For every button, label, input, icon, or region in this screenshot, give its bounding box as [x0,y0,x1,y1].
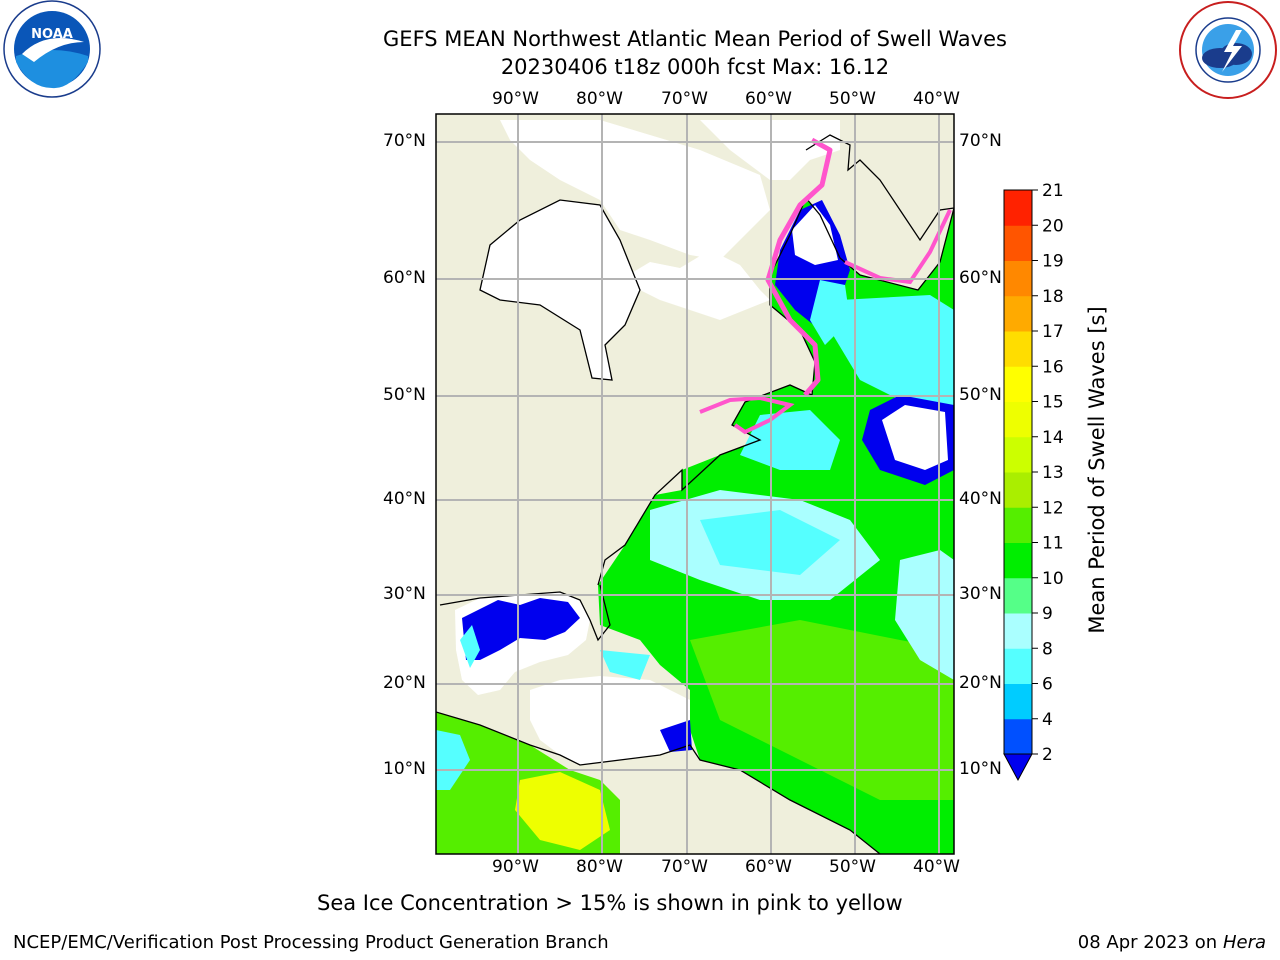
caribbean-sea [530,676,690,765]
colorbar-tick-label: 15 [1042,393,1064,413]
lon-label-bottom-70w: 70°W [661,857,708,877]
lat-label-right-30n: 30°N [959,584,1002,604]
coastline-central-america [436,711,881,854]
lat-label-left-50n: 50°N [383,385,426,405]
colorbar-tick-label: 14 [1042,428,1064,448]
coastline-greenland [805,134,954,242]
lat-label-right-10n: 10°N [959,759,1002,779]
coastline-gulf [439,584,611,642]
swell-region-white-northeast [882,405,948,470]
colorbar-swatch [1004,718,1032,755]
sea-ice-note: Sea Ice Concentration > 15% is shown in … [317,891,903,915]
lat-label-left-20n: 20°N [383,673,426,693]
colorbar-tick-label: 6 [1042,675,1053,695]
swell-region-cyan-north [830,295,954,410]
footer-date: 08 Apr 2023 on Hera [1078,932,1266,953]
gulf-swell-cyan [460,625,480,668]
colorbar-tick-label: 20 [1042,216,1064,236]
lat-label-left-70n: 70°N [383,131,426,151]
colorbar-tick-label: 4 [1042,710,1053,730]
caribbean-swell-cyan [600,650,650,680]
lon-label-bottom-90w: 90°W [492,857,539,877]
colorbar-swatch [1004,472,1032,508]
colorbar-swatch [1004,542,1032,579]
colorbar-tick-label: 21 [1042,181,1064,201]
coastline-hudson [479,199,641,381]
footer-branch: NCEP/EMC/Verification Post Processing Pr… [13,932,609,953]
pacific-swell-yellow [515,772,610,850]
colorbar-under-extension [1003,753,1033,782]
sea-ice-edge-east [844,209,952,285]
foxe-basin [620,250,770,320]
lon-label-bottom-50w: 50°W [829,857,876,877]
colorbar-tick-label: 11 [1042,534,1064,554]
colorbar-swatch [1004,436,1032,473]
colorbar-tick-label: 16 [1042,357,1064,377]
lon-label-top-60w: 60°W [745,89,792,109]
colorbar-swatch [1004,507,1032,543]
lon-label-top-70w: 70°W [661,89,708,109]
map-frame [435,113,955,855]
lat-label-right-20n: 20°N [959,673,1002,693]
lon-label-top-40w: 40°W [913,89,960,109]
swell-region-green-south [690,620,954,800]
gulf-swell-blue [462,598,580,660]
colorbar-swatch [1004,295,1032,332]
lon-label-top-80w: 80°W [576,89,623,109]
labrador-swell-white [792,205,838,265]
lat-label-left-30n: 30°N [383,584,426,604]
lat-label-right-40n: 40°N [959,489,1002,509]
colorbar-swatch [1004,577,1032,614]
chart-subtitle: 20230406 t18z 000h fcst Max: 16.12 [500,55,890,79]
hudson-bay [480,200,640,380]
lon-label-bottom-40w: 40°W [913,857,960,877]
lat-label-left-40n: 40°N [383,489,426,509]
sea-ice-edge-gulf-st-lawrence [699,395,795,435]
lat-label-left-10n: 10°N [383,759,426,779]
colorbar-swatch [1004,613,1032,649]
swell-region-cyan-shelf [740,410,840,470]
colorbar-swatch [1004,225,1032,261]
lat-label-right-60n: 60°N [959,268,1002,288]
colorbar-tick-label: 13 [1042,463,1064,483]
noaa-logo-icon: NOAA [0,0,105,100]
colorbar-tick-label: 8 [1042,639,1053,659]
nws-logo-icon [1178,0,1280,100]
colorbar-tick-label: 9 [1042,604,1053,624]
arctic-waters [500,120,770,260]
colorbar-swatch [1004,401,1032,438]
lon-label-top-50w: 50°W [829,89,876,109]
noaa-logo-text: NOAA [31,27,73,42]
lat-label-right-70n: 70°N [959,131,1002,151]
colorbar-tick-label: 2 [1042,745,1053,765]
colorbar-swatch [1004,366,1032,402]
colorbar: 2 4 6 8 9 10 11 12 13 14 15 16 17 18 19 20 21 [1003,181,1064,782]
lon-label-top-90w: 90°W [492,89,539,109]
colorbar-tick-label: 12 [1042,498,1064,518]
graticule [436,114,954,854]
colorbar-swatch [1004,260,1032,297]
lat-label-left-60n: 60°N [383,268,426,288]
lat-label-right-50n: 50°N [959,385,1002,405]
lon-label-bottom-60w: 60°W [745,857,792,877]
sea-ice-edge [765,137,833,397]
caribbean-swell-blue [660,720,692,752]
colorbar-tick-label: 17 [1042,322,1064,342]
labrador-swell-cyan [810,280,850,345]
colorbar-swatch [1004,190,1032,226]
colorbar-swatch [1004,683,1032,720]
colorbar-tick-label: 19 [1042,252,1064,272]
chart-title: GEFS MEAN Northwest Atlantic Mean Period… [383,27,1007,51]
colorbar-tick-label: 10 [1042,569,1064,589]
lon-label-bottom-80w: 80°W [576,857,623,877]
colorbar-swatch [1004,648,1032,684]
footer-machine: Hera [1222,932,1266,953]
footer-date-text: 08 Apr 2023 on [1077,932,1223,953]
colorbar-swatch [1004,331,1032,367]
colorbar-tick-label: 18 [1042,287,1064,307]
colorbar-label: Mean Period of Swell Waves [s] [1085,306,1109,634]
pacific-swell-cyan [436,730,470,790]
